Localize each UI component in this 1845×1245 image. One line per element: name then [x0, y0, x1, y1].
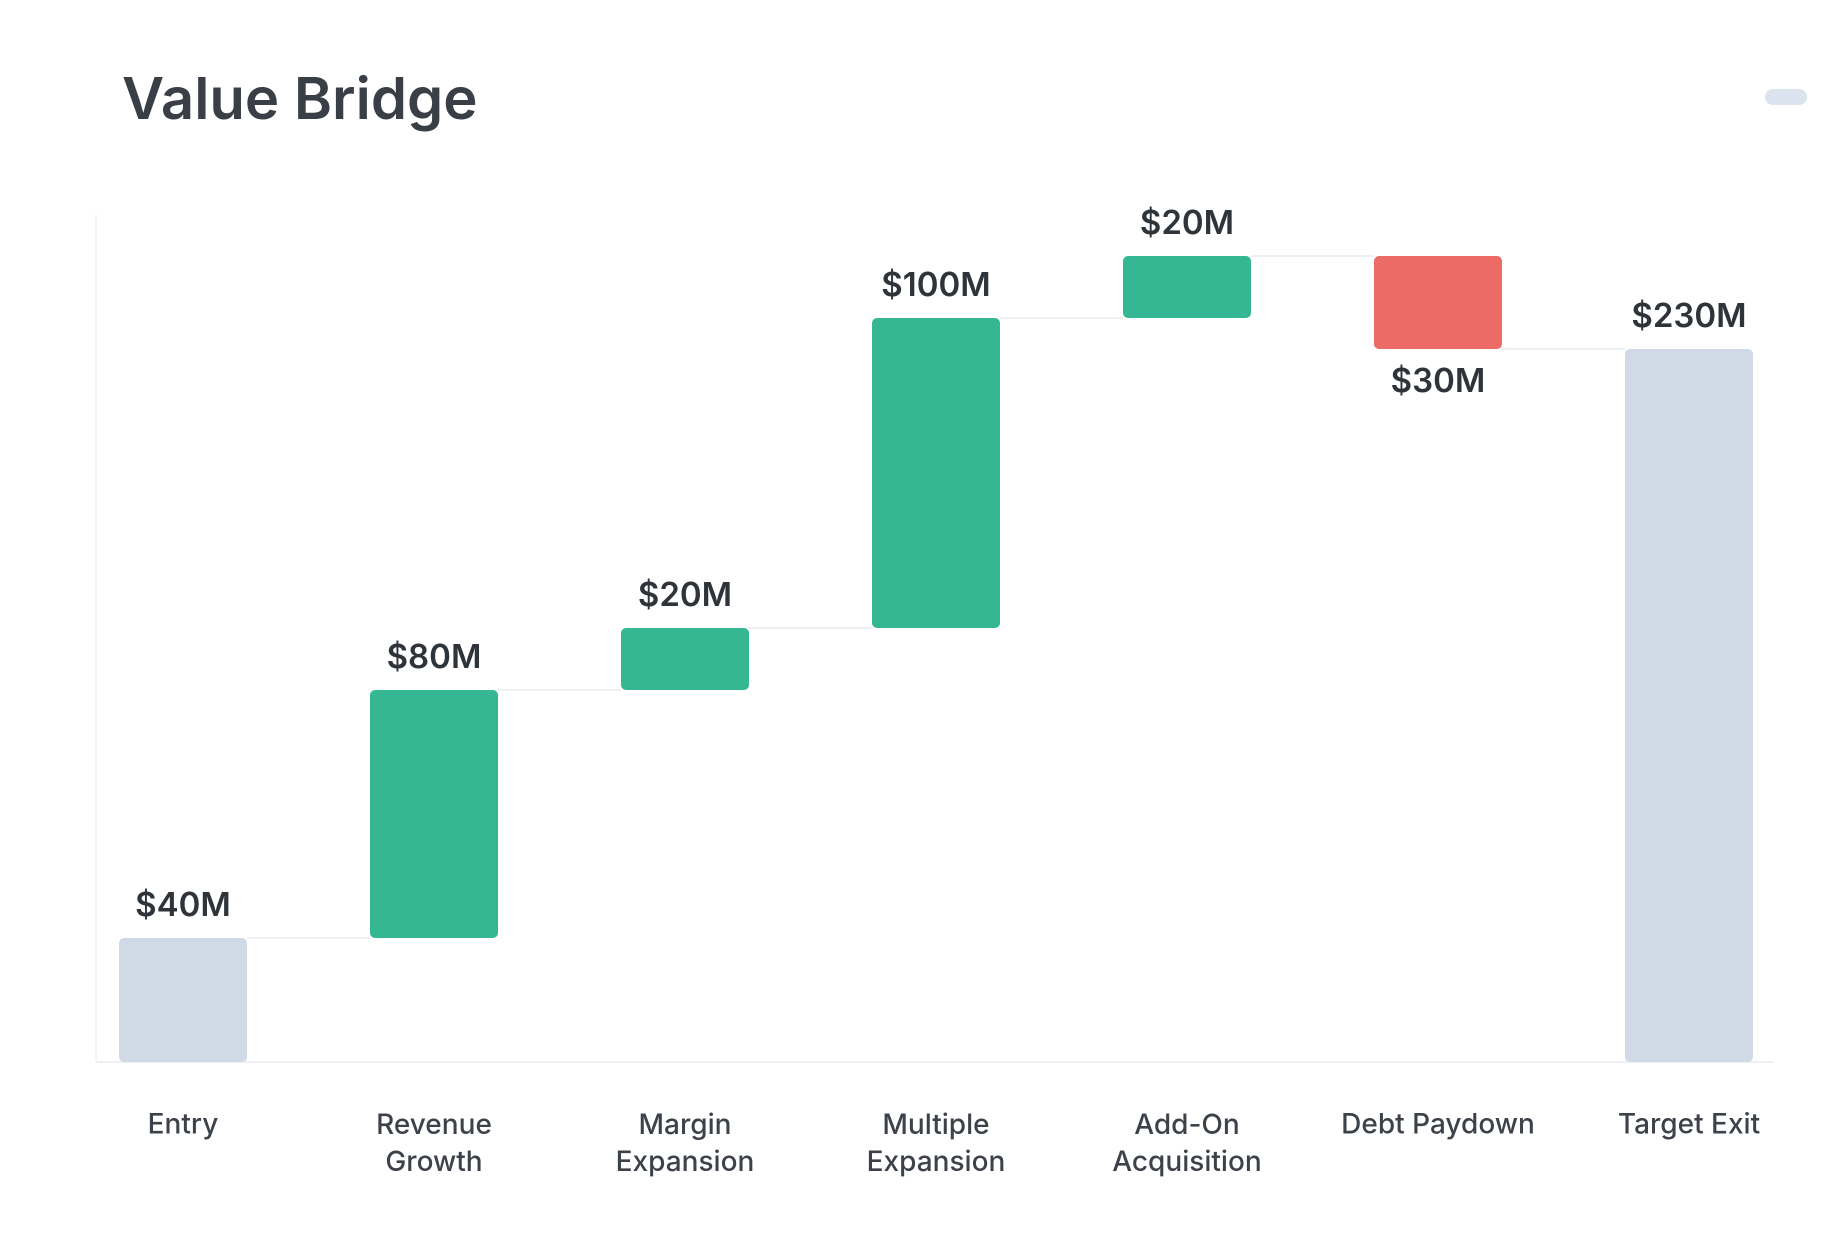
- value-label: $40M: [135, 884, 231, 924]
- chart-title: Value Bridge: [122, 63, 478, 133]
- bar: [119, 938, 247, 1062]
- value-label: $30M: [1391, 360, 1486, 400]
- x-tick-label: Margin Expansion: [616, 1107, 755, 1178]
- label-line: Expansion: [616, 1144, 755, 1178]
- x-tick-label: Target Exit: [1618, 1107, 1760, 1141]
- label-line: Add-On: [1134, 1107, 1240, 1141]
- bar: [1625, 349, 1753, 1062]
- value-label: $20M: [638, 574, 732, 614]
- label-line: Acquisition: [1112, 1144, 1261, 1178]
- label-line: Margin: [639, 1107, 732, 1141]
- bar: [1123, 256, 1251, 318]
- bar: [370, 690, 498, 938]
- label-line: Expansion: [867, 1144, 1006, 1178]
- value-label: $80M: [387, 636, 482, 676]
- value-label: $230M: [1631, 295, 1746, 335]
- label-line: Revenue: [376, 1107, 492, 1141]
- label-line: Growth: [385, 1144, 482, 1178]
- bar: [872, 318, 1000, 628]
- legend-pill: [1765, 89, 1807, 105]
- bar: [1374, 256, 1502, 349]
- x-tick-label: Multiple Expansion: [867, 1107, 1006, 1178]
- label-line: Multiple: [882, 1107, 989, 1141]
- value-label: $20M: [1140, 202, 1234, 242]
- x-tick-label: Revenue Growth: [376, 1107, 492, 1178]
- x-tick-label: Debt Paydown: [1341, 1107, 1535, 1141]
- value-label: $100M: [881, 264, 990, 304]
- x-tick-label: Add-On Acquisition: [1112, 1107, 1261, 1178]
- bar: [621, 628, 749, 690]
- x-tick-label: Entry: [148, 1107, 219, 1141]
